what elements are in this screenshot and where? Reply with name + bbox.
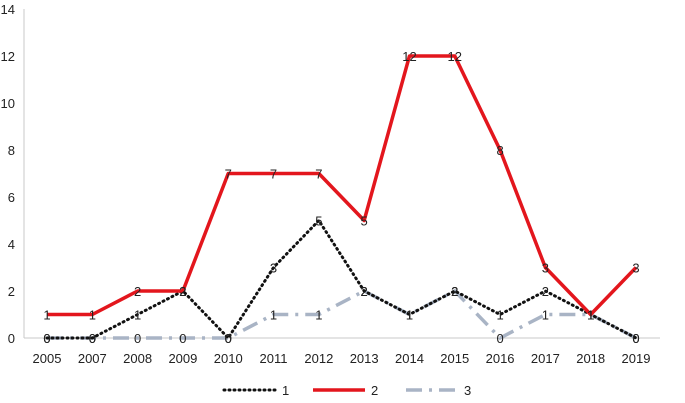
x-tick-label: 2009 [168, 351, 197, 366]
x-tick-label: 2014 [395, 351, 424, 366]
data-label-series-2: 12 [402, 49, 416, 64]
data-label-series-1: 2 [451, 284, 458, 299]
data-label-series-1: 1 [496, 308, 503, 323]
data-label-series-1: 1 [134, 308, 141, 323]
data-label-series-3: 2 [451, 284, 458, 299]
legend-label-2: 2 [371, 383, 378, 398]
data-label-series-3: 0 [225, 331, 232, 346]
y-tick-label: 8 [8, 143, 15, 158]
x-tick-label: 2016 [486, 351, 515, 366]
data-label-series-1: 1 [587, 308, 594, 323]
data-label-series-2: 7 [315, 167, 322, 182]
data-label-series-2: 5 [361, 214, 368, 229]
data-label-series-2: 3 [632, 261, 639, 276]
data-label-series-3: 0 [43, 331, 50, 346]
y-tick-label: 12 [1, 49, 15, 64]
data-label-series-1: 0 [632, 331, 639, 346]
x-tick-label: 2012 [304, 351, 333, 366]
data-label-series-2: 2 [179, 284, 186, 299]
series-line-3 [47, 288, 637, 341]
data-label-series-1: 3 [270, 261, 277, 276]
data-label-series-3: 0 [89, 331, 96, 346]
x-tick-label: 2013 [350, 351, 379, 366]
x-tick-label: 2015 [440, 351, 469, 366]
data-label-series-3: 1 [315, 308, 322, 323]
data-label-series-3: 2 [361, 284, 368, 299]
data-label-series-1: 2 [179, 284, 186, 299]
data-label-series-1: 2 [542, 284, 549, 299]
data-label-series-3: 0 [179, 331, 186, 346]
x-tick-label: 2018 [576, 351, 605, 366]
legend-label-3: 3 [464, 383, 471, 398]
x-axis-ticks: 2005 2007 2008 2009 2010 2011 2012 2013 2014 2015… [33, 351, 651, 366]
y-tick-label: 0 [8, 331, 15, 346]
x-tick-label: 2019 [622, 351, 651, 366]
y-axis-ticks: 0 2 4 6 8 10 12 14 [1, 2, 15, 346]
legend-label-1: 1 [282, 383, 289, 398]
data-label-series-3: 0 [632, 331, 639, 346]
x-tick-label: 2011 [260, 351, 288, 366]
data-label-series-3: 1 [587, 308, 594, 323]
x-tick-label: 2007 [78, 351, 107, 366]
data-label-series-1: 2 [361, 284, 368, 299]
x-tick-label: 2008 [123, 351, 152, 366]
data-label-series-2: 8 [496, 143, 503, 158]
y-tick-label: 2 [8, 284, 15, 299]
series-line-2 [47, 54, 638, 317]
y-tick-label: 6 [8, 190, 15, 205]
series-line-1 [45, 218, 638, 341]
data-label-series-2: 1 [89, 308, 96, 323]
data-label-series-3: 0 [134, 331, 141, 346]
data-label-series-3: 0 [496, 331, 503, 346]
legend: 1 2 3 [222, 383, 471, 398]
data-label-series-1: 1 [406, 308, 413, 323]
data-label-series-1: 0 [89, 331, 96, 346]
data-label-series-3: 1 [406, 308, 413, 323]
data-label-series-2: 3 [542, 261, 549, 276]
x-tick-label: 2010 [214, 351, 243, 366]
data-label-series-1: 0 [43, 331, 50, 346]
y-tick-label: 14 [1, 2, 15, 17]
data-label-series-2: 12 [448, 49, 462, 64]
data-label-series-3: 1 [542, 308, 549, 323]
data-label-series-1: 0 [225, 331, 232, 346]
series-lines [45, 54, 638, 341]
data-label-series-2: 2 [134, 284, 141, 299]
y-tick-label: 10 [1, 96, 15, 111]
data-label-series-2: 1 [587, 308, 594, 323]
data-label-series-2: 7 [225, 167, 232, 182]
y-tick-label: 4 [8, 237, 15, 252]
data-label-series-3: 1 [270, 308, 277, 323]
x-tick-label: 2005 [33, 351, 62, 366]
data-label-series-1: 5 [315, 214, 322, 229]
x-tick-label: 2017 [531, 351, 560, 366]
data-label-series-2: 1 [43, 308, 50, 323]
data-label-series-2: 7 [270, 167, 277, 182]
